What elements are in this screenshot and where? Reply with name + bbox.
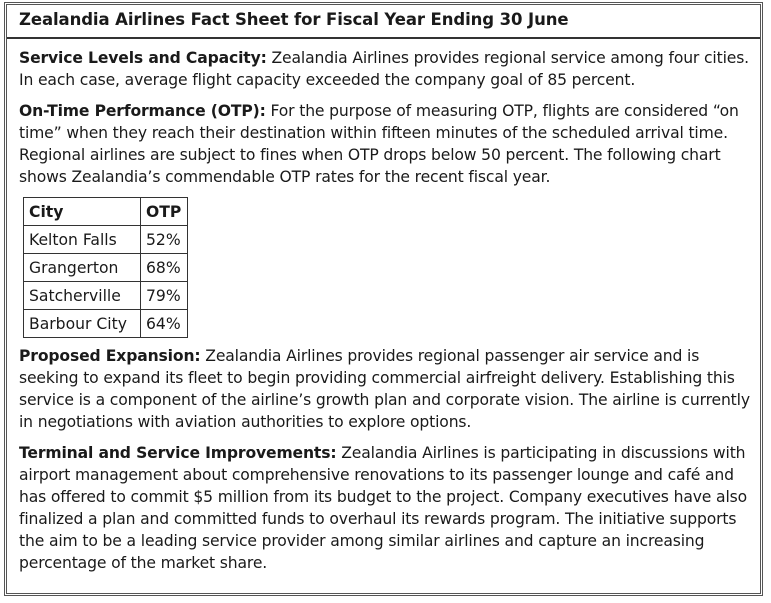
section-text: Zealandia Airlines provides regional ser… [19,49,749,89]
table-row: Kelton Falls 52% [23,225,188,254]
section-terminal-improvements: Terminal and Service Improvements: Zeala… [19,442,750,574]
city-cell: Satcherville [23,281,141,310]
table-row: Satcherville 79% [23,281,188,310]
otp-cell: 64% [140,309,188,338]
section-heading: Service Levels and Capacity: [19,49,267,67]
city-cell: Barbour City [23,309,141,338]
otp-cell: 68% [140,253,188,282]
section-text: Zealandia Airlines is participating in d… [19,444,748,572]
column-header-otp: OTP [140,197,188,226]
section-service-levels: Service Levels and Capacity: Zealandia A… [19,47,750,91]
table-row: Grangerton 68% [23,253,188,282]
column-header-city: City [23,197,141,226]
section-proposed-expansion: Proposed Expansion: Zealandia Airlines p… [19,345,750,433]
fact-sheet-body: Service Levels and Capacity: Zealandia A… [7,39,760,574]
otp-cell: 79% [140,281,188,310]
section-on-time-performance: On-Time Performance (OTP): For the purpo… [19,100,750,188]
section-heading: Proposed Expansion: [19,347,201,365]
city-cell: Kelton Falls [23,225,141,254]
otp-cell: 52% [140,225,188,254]
section-heading: Terminal and Service Improvements: [19,444,337,462]
section-heading: On-Time Performance (OTP): [19,102,266,120]
section-text: For the purpose of measuring OTP, flight… [19,102,739,186]
table-header-row: City OTP [23,197,188,226]
page-title: Zealandia Airlines Fact Sheet for Fiscal… [7,5,760,39]
table-row: Barbour City 64% [23,309,188,338]
city-cell: Grangerton [23,253,141,282]
otp-table: City OTP Kelton Falls 52% Grangerton 68%… [23,197,188,338]
section-text: Zealandia Airlines provides regional pas… [19,347,750,431]
fact-sheet: Zealandia Airlines Fact Sheet for Fiscal… [4,2,763,596]
